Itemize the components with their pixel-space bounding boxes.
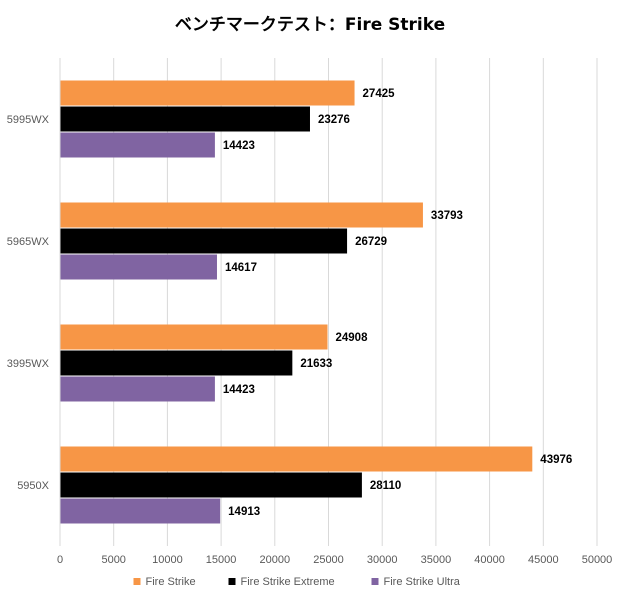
legend-item[interactable]: Fire Strike Extreme xyxy=(228,576,335,588)
category-label: 5950X xyxy=(17,480,49,492)
axes: 0 5000 10000 15000 20000 25000 30000 35000 40000… xyxy=(7,58,613,566)
bar-fire-strike-extreme[interactable] xyxy=(60,228,348,254)
legend-swatch xyxy=(133,578,141,585)
legend-item[interactable]: Fire Strike xyxy=(133,576,196,588)
category-label: 3995WX xyxy=(7,358,50,370)
legend[interactable]: Fire Strike Fire Strike Extreme Fire Strik… xyxy=(133,576,461,588)
data-label: 14913 xyxy=(228,506,260,518)
x-tick-label: 5000 xyxy=(101,554,125,566)
category-label: 5995WX xyxy=(7,114,50,126)
data-label: 14423 xyxy=(223,384,255,396)
data-label: 23276 xyxy=(318,114,350,126)
x-tick-label: 35000 xyxy=(421,554,452,566)
data-label: 24908 xyxy=(336,332,369,344)
x-tick-label: 25000 xyxy=(313,554,344,566)
bar-fire-strike-extreme[interactable] xyxy=(60,472,362,498)
x-tick-label: 15000 xyxy=(206,554,237,566)
legend-label: Fire Strike Extreme xyxy=(241,576,335,588)
x-tick-label: 0 xyxy=(57,554,63,566)
data-label: 27425 xyxy=(363,88,396,100)
x-tick-label: 40000 xyxy=(474,554,505,566)
bar-fire-strike-ultra[interactable] xyxy=(60,132,215,158)
bar-fire-strike-extreme[interactable] xyxy=(60,106,310,132)
x-tick-label: 20000 xyxy=(260,554,291,566)
chart-title: ベンチマークテスト：Fire Strike xyxy=(175,15,445,35)
data-label: 33793 xyxy=(431,210,463,222)
bar-fire-strike-ultra[interactable] xyxy=(60,498,221,524)
legend-swatch xyxy=(371,578,379,585)
data-label: 14617 xyxy=(225,262,257,274)
x-tick-label: 30000 xyxy=(367,554,398,566)
data-label: 28110 xyxy=(370,480,401,492)
legend-item[interactable]: Fire Strike Ultra xyxy=(371,576,461,588)
data-label: 21633 xyxy=(300,358,332,370)
data-label: 43976 xyxy=(540,454,572,466)
bar-fire-strike[interactable] xyxy=(60,80,355,106)
bar-fire-strike[interactable] xyxy=(60,324,328,350)
legend-label: Fire Strike Ultra xyxy=(384,576,461,588)
bars xyxy=(60,80,533,524)
bar-fire-strike[interactable] xyxy=(60,446,533,472)
category-label: 5965WX xyxy=(7,236,50,248)
x-tick-label: 10000 xyxy=(152,554,183,566)
legend-swatch xyxy=(228,578,236,585)
bar-fire-strike-ultra[interactable] xyxy=(60,376,215,402)
x-tick-label: 50000 xyxy=(582,554,613,566)
bar-fire-strike[interactable] xyxy=(60,202,423,228)
legend-label: Fire Strike xyxy=(146,576,196,588)
data-label: 14423 xyxy=(223,140,255,152)
data-labels: 27425 23276 14423 33793 26729 14617 24908 21633… xyxy=(223,88,572,518)
bar-fire-strike-ultra[interactable] xyxy=(60,254,217,280)
x-tick-label: 45000 xyxy=(528,554,559,566)
bar-fire-strike-extreme[interactable] xyxy=(60,350,293,376)
data-label: 26729 xyxy=(355,236,387,248)
